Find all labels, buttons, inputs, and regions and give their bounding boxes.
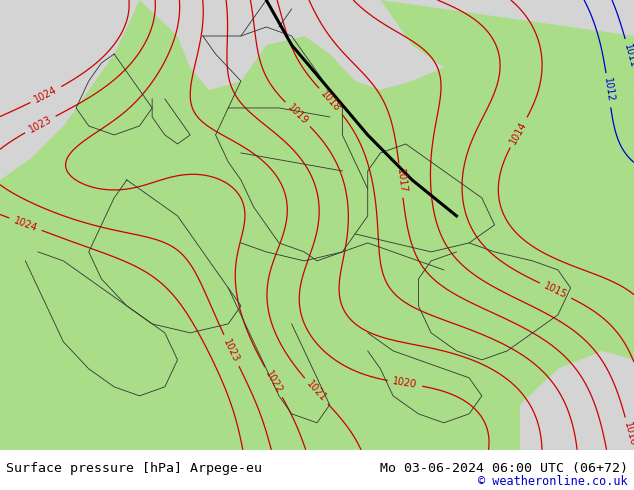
- Text: 1023: 1023: [221, 337, 241, 364]
- Text: Mo 03-06-2024 06:00 UTC (06+72): Mo 03-06-2024 06:00 UTC (06+72): [380, 462, 628, 475]
- Text: 1019: 1019: [285, 102, 310, 126]
- Polygon shape: [520, 351, 634, 450]
- Text: 1024: 1024: [12, 215, 39, 233]
- Polygon shape: [0, 0, 634, 450]
- Polygon shape: [317, 0, 380, 54]
- Text: 1022: 1022: [263, 369, 284, 395]
- Text: 1020: 1020: [392, 376, 418, 391]
- Polygon shape: [0, 0, 139, 180]
- Text: 1011: 1011: [622, 43, 634, 69]
- Text: 1023: 1023: [27, 114, 53, 135]
- Text: 1021: 1021: [304, 379, 328, 404]
- Text: Surface pressure [hPa] Arpege-eu: Surface pressure [hPa] Arpege-eu: [6, 462, 262, 475]
- Text: 1015: 1015: [542, 281, 569, 300]
- Polygon shape: [178, 0, 304, 90]
- Text: 1024: 1024: [33, 85, 59, 105]
- Text: 1017: 1017: [394, 168, 407, 194]
- Text: 1018: 1018: [319, 89, 342, 114]
- Polygon shape: [380, 0, 634, 90]
- Text: © weatheronline.co.uk: © weatheronline.co.uk: [478, 475, 628, 488]
- Text: 1014: 1014: [508, 119, 529, 146]
- Text: 1016: 1016: [622, 421, 634, 447]
- Text: 1012: 1012: [602, 77, 615, 103]
